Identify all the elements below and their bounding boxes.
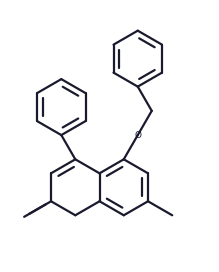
Text: O: O — [134, 131, 141, 140]
